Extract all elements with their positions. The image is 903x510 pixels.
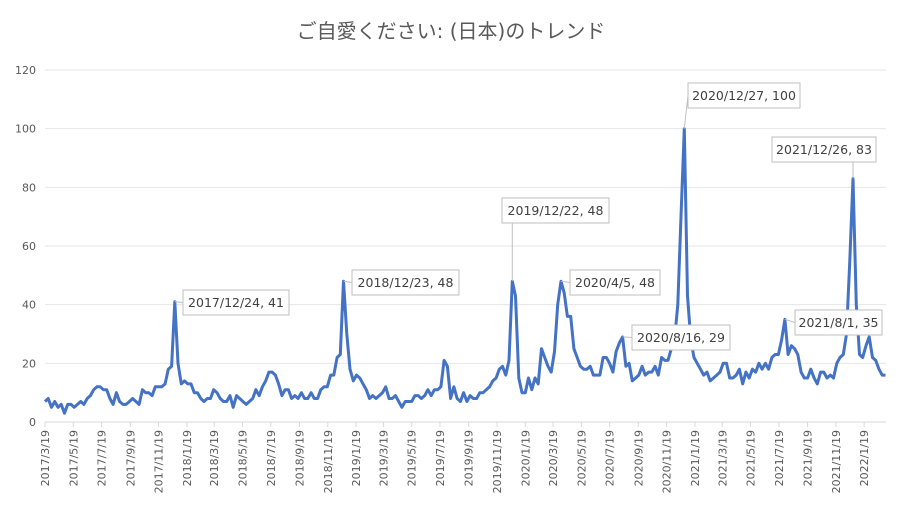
annotation-label: 2018/12/23, 48 — [358, 275, 454, 290]
x-tick-label: 2017/9/19 — [124, 430, 137, 486]
x-tick-label: 2019/9/19 — [463, 430, 476, 486]
x-tick-label: 2021/9/19 — [802, 430, 815, 486]
x-tick-label: 2018/3/19 — [208, 430, 221, 486]
y-tick-label: 80 — [22, 181, 36, 194]
annotation-box — [794, 309, 883, 336]
x-tick-label: 2017/3/19 — [39, 430, 52, 486]
annotation-box — [351, 269, 460, 296]
x-tick-label: 2018/5/19 — [236, 430, 249, 486]
annotation-label: 2020/8/16, 29 — [637, 330, 725, 345]
x-tick-label: 2020/5/19 — [575, 430, 588, 486]
x-tick-label: 2020/1/19 — [519, 430, 532, 486]
series-line — [43, 127, 886, 415]
x-tick-label: 2019/11/19 — [491, 430, 504, 493]
annotation-box — [687, 82, 801, 109]
y-tick-label: 60 — [22, 240, 36, 253]
x-tick-label: 2022/1/19 — [858, 430, 871, 486]
x-tick-label: 2019/1/19 — [350, 430, 363, 486]
x-tick-label: 2018/7/19 — [265, 430, 278, 486]
annotation-leader-line — [683, 95, 689, 129]
y-tick-label: 20 — [22, 357, 36, 370]
x-tick-label: 2018/11/19 — [322, 430, 335, 493]
x-tick-label: 2017/5/19 — [67, 430, 80, 486]
x-tick-label: 2021/3/19 — [716, 430, 729, 486]
annotation-label: 2020/4/5, 48 — [575, 275, 655, 290]
y-tick-label: 120 — [15, 64, 36, 77]
annotation-label: 2019/12/22, 48 — [508, 203, 604, 218]
annotation-box — [771, 136, 877, 163]
x-tick-label: 2020/7/19 — [604, 430, 617, 486]
annotation-leader-line — [343, 280, 353, 283]
annotation-leader-line — [784, 318, 796, 323]
x-tick-label: 2018/1/19 — [181, 430, 194, 486]
x-tick-label: 2019/3/19 — [377, 430, 390, 486]
x-tick-label: 2021/1/19 — [689, 430, 702, 486]
x-tick-label: 2017/11/19 — [153, 430, 166, 493]
annotation-box — [569, 269, 661, 296]
x-tick-label: 2019/7/19 — [434, 430, 447, 486]
x-tick-label: 2017/7/19 — [96, 430, 109, 486]
annotation-label: 2021/8/1, 35 — [799, 315, 879, 330]
annotation-leader-line — [174, 301, 184, 303]
y-tick-label: 0 — [29, 416, 36, 429]
x-tick-label: 2019/5/19 — [406, 430, 419, 486]
y-tick-label: 40 — [22, 299, 36, 312]
annotation-leader-line — [622, 336, 633, 338]
x-tick-label: 2020/9/19 — [632, 430, 645, 486]
x-tick-label: 2020/3/19 — [547, 430, 560, 486]
annotation-label: 2017/12/24, 41 — [188, 295, 284, 310]
chart-title: ご自愛ください: (日本)のトレンド — [297, 19, 606, 43]
annotation-box — [631, 324, 731, 351]
annotation-box — [501, 197, 610, 224]
annotation-leader-line — [560, 280, 571, 283]
x-tick-label: 2020/11/19 — [661, 430, 674, 493]
x-tick-label: 2021/5/19 — [745, 430, 758, 486]
y-tick-label: 100 — [15, 123, 36, 136]
x-tick-label: 2021/7/19 — [773, 430, 786, 486]
x-tick-label: 2021/11/19 — [830, 430, 843, 493]
annotation-box — [182, 289, 290, 316]
x-tick-label: 2018/9/19 — [294, 430, 307, 486]
annotation-label: 2021/12/26, 83 — [776, 142, 872, 157]
annotation-label: 2020/12/27, 100 — [692, 88, 796, 103]
